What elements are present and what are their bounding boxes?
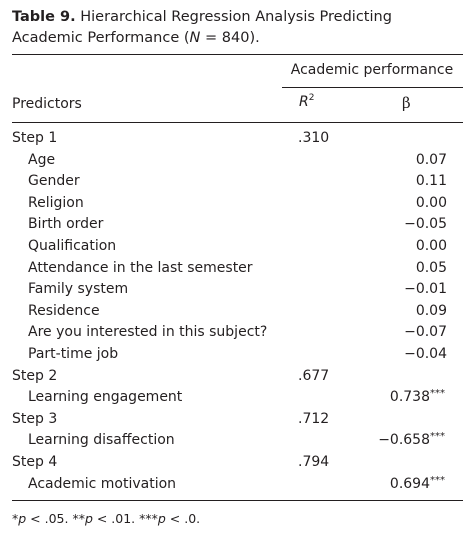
table-row: Religion 0.00 — [12, 193, 463, 215]
table-title-end: = 840). — [200, 30, 260, 46]
beta-number: 0.11 — [415, 173, 447, 190]
beta-value: −0.05 — [404, 214, 447, 236]
predictor-name: Learning engagement — [28, 389, 183, 406]
predictor-name: Birth order — [28, 216, 104, 233]
beta-number: −0.07 — [404, 324, 447, 341]
table-row: Learning disaffection −0.658 *** — [12, 430, 463, 452]
beta-value: 0.05 — [416, 258, 447, 280]
header-rule — [12, 122, 463, 123]
footnote-p-3: p — [157, 511, 166, 526]
footnote-p-1: p — [18, 511, 27, 526]
table-row: Are you interested in this subject? −0.07 — [12, 322, 463, 344]
beta-value: −0.04 — [404, 344, 447, 366]
step-label: Step 2 — [12, 367, 58, 384]
table-body: Step 1.310 Age 0.07 Gender 0.11 Religion 0.00 B… — [12, 128, 463, 495]
table-row: Family system −0.01 — [12, 279, 463, 301]
n-symbol: N — [189, 30, 201, 46]
table-row: Birth order −0.05 — [12, 214, 463, 236]
significance-stars: *** — [430, 431, 445, 443]
r2-header-base: R — [299, 94, 309, 110]
beta-number: 0.00 — [415, 194, 447, 211]
r2-header-sup: 2 — [308, 93, 315, 103]
predictor-name: Attendance in the last semester — [28, 259, 253, 276]
beta-number: −0.04 — [404, 345, 447, 362]
table-row: Residence 0.09 — [12, 301, 463, 323]
r2-value: .677 — [298, 367, 330, 384]
table-caption: Table 9. Hierarchical Regression Analysi… — [12, 7, 464, 49]
table-row: Attendance in the last semester 0.05 — [12, 258, 463, 280]
beta-header: β — [402, 94, 411, 112]
footnote-p-2: p — [84, 511, 93, 526]
beta-number: −0.05 — [404, 216, 447, 233]
table-row: Step 1 .310 — [12, 128, 463, 150]
beta-value: −0.07 — [404, 322, 447, 344]
table-row: Step 3 .712 — [12, 409, 463, 431]
bottom-rule — [12, 500, 463, 501]
predictor-name: Are you interested in this subject? — [28, 324, 268, 341]
predictor-name: Learning disaffection — [28, 432, 175, 449]
footnote-star-2: ** — [72, 511, 85, 526]
table-row: Step 4 .794 — [12, 452, 463, 474]
predictor-name: Family system — [28, 281, 129, 298]
predictor-name: Residence — [28, 302, 100, 319]
step-label: Step 4 — [12, 453, 58, 470]
footnote-text-2: < .01. — [92, 511, 140, 526]
beta-value: 0.00 — [416, 193, 447, 215]
beta-value: −0.658 *** — [378, 430, 445, 452]
beta-value: 0.11 — [416, 171, 447, 193]
predictors-header: Predictors — [12, 96, 82, 112]
beta-number: 0.694 — [389, 475, 430, 492]
r2-value: .794 — [298, 453, 330, 470]
table-row: Age 0.07 — [12, 150, 463, 172]
predictor-name: Age — [28, 151, 56, 168]
significance-stars: *** — [430, 388, 445, 400]
beta-value: 0.07 — [416, 150, 447, 172]
predictor-name: Part-time job — [28, 345, 119, 362]
predictor-name: Gender — [28, 173, 80, 190]
group-header-rule — [282, 87, 463, 88]
table-row: Academic motivation 0.694 *** — [12, 474, 463, 496]
significance-stars: *** — [430, 474, 445, 486]
table-row: Part-time job −0.04 — [12, 344, 463, 366]
predictor-name: Religion — [28, 194, 84, 211]
beta-value: −0.01 — [404, 279, 447, 301]
beta-number: 0.07 — [415, 151, 447, 168]
table-label: Table 9. — [12, 9, 76, 25]
predictor-name: Qualification — [28, 237, 117, 254]
footnote-star-3: *** — [139, 511, 158, 526]
footnote: *p < .05. **p < .01. ***p < .0. — [12, 511, 200, 526]
footnote-star-1: * — [12, 511, 19, 526]
beta-value: 0.09 — [416, 301, 447, 323]
top-rule — [12, 54, 463, 55]
beta-number: 0.00 — [415, 237, 447, 254]
table-row: Qualification 0.00 — [12, 236, 463, 258]
beta-number: 0.738 — [389, 389, 430, 406]
table-title-start: Hierarchical Regression Analysis Predict… — [12, 9, 392, 46]
beta-number: 0.09 — [415, 302, 447, 319]
beta-number: −0.658 — [378, 432, 430, 449]
predictor-name: Academic motivation — [28, 475, 177, 492]
table-row: Learning engagement 0.738 *** — [12, 387, 463, 409]
beta-value: 0.738 *** — [389, 387, 445, 409]
group-header: Academic performance — [290, 62, 454, 78]
step-label: Step 3 — [12, 410, 58, 427]
table-row: Step 2 .677 — [12, 366, 463, 388]
table-row: Gender 0.11 — [12, 171, 463, 193]
beta-value: 0.00 — [416, 236, 447, 258]
beta-number: −0.01 — [404, 281, 447, 298]
r2-value: .712 — [298, 410, 330, 427]
footnote-text-1: < .05. — [26, 511, 73, 526]
beta-value: 0.694 *** — [389, 474, 445, 496]
footnote-text-3: < .0. — [165, 511, 201, 526]
step-label: Step 1 — [12, 130, 58, 146]
r2-header: R2 — [299, 93, 314, 110]
beta-number: 0.05 — [415, 259, 447, 276]
r2-value: .310 — [298, 130, 330, 146]
